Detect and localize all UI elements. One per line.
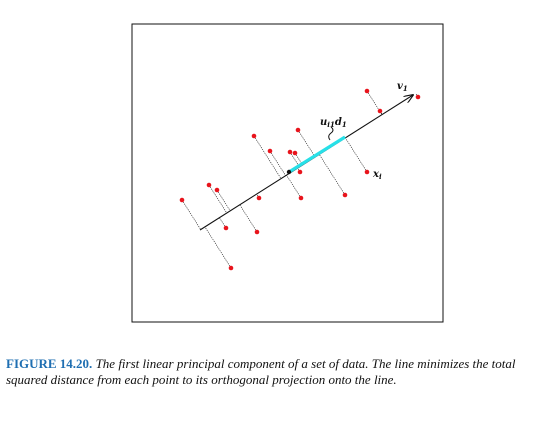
- projection-line: [204, 226, 232, 269]
- label-ui1d1: ui1d1: [320, 117, 347, 129]
- label-xi: xi: [372, 169, 382, 181]
- projection-lines: [181, 90, 419, 269]
- projection-line: [253, 135, 282, 179]
- projection-line: [366, 90, 383, 115]
- projection-line: [216, 189, 231, 212]
- projection-line: [181, 199, 201, 230]
- projection-line: [239, 204, 258, 233]
- data-point: [251, 133, 257, 139]
- projection-distance-segment: [288, 135, 346, 174]
- projection-point: [286, 169, 292, 175]
- figure-caption: FIGURE 14.20. The first linear principal…: [6, 356, 554, 388]
- data-point: [287, 149, 293, 155]
- projection-line: [345, 137, 368, 173]
- data-point: [377, 108, 383, 114]
- projection-line: [297, 129, 316, 158]
- data-point: [256, 195, 262, 201]
- projection-line: [208, 184, 228, 214]
- caption-text: The first linear principal component of …: [6, 356, 516, 387]
- data-point: [214, 187, 220, 193]
- data-point: [415, 94, 421, 100]
- data-points: [179, 88, 421, 271]
- data-point: [295, 127, 301, 133]
- caption-label: FIGURE 14.20.: [6, 356, 93, 371]
- data-point: [364, 169, 370, 175]
- data-point: [297, 169, 303, 175]
- data-point: [364, 88, 370, 94]
- projection-line: [289, 151, 300, 168]
- pca-figure: v1 ui1d1 xi: [131, 23, 444, 323]
- data-point: [342, 192, 348, 198]
- data-point: [267, 148, 273, 154]
- data-point: [254, 229, 260, 235]
- data-point: [292, 150, 298, 156]
- projection-line: [319, 154, 346, 196]
- projection-line: [269, 150, 286, 176]
- label-v1: v1: [397, 81, 408, 93]
- projection-line: [286, 175, 302, 199]
- data-point: [179, 197, 185, 203]
- brace-mark: [328, 126, 334, 141]
- data-point: [228, 265, 234, 271]
- data-point: [223, 225, 229, 231]
- data-point: [298, 195, 304, 201]
- data-point: [206, 182, 212, 188]
